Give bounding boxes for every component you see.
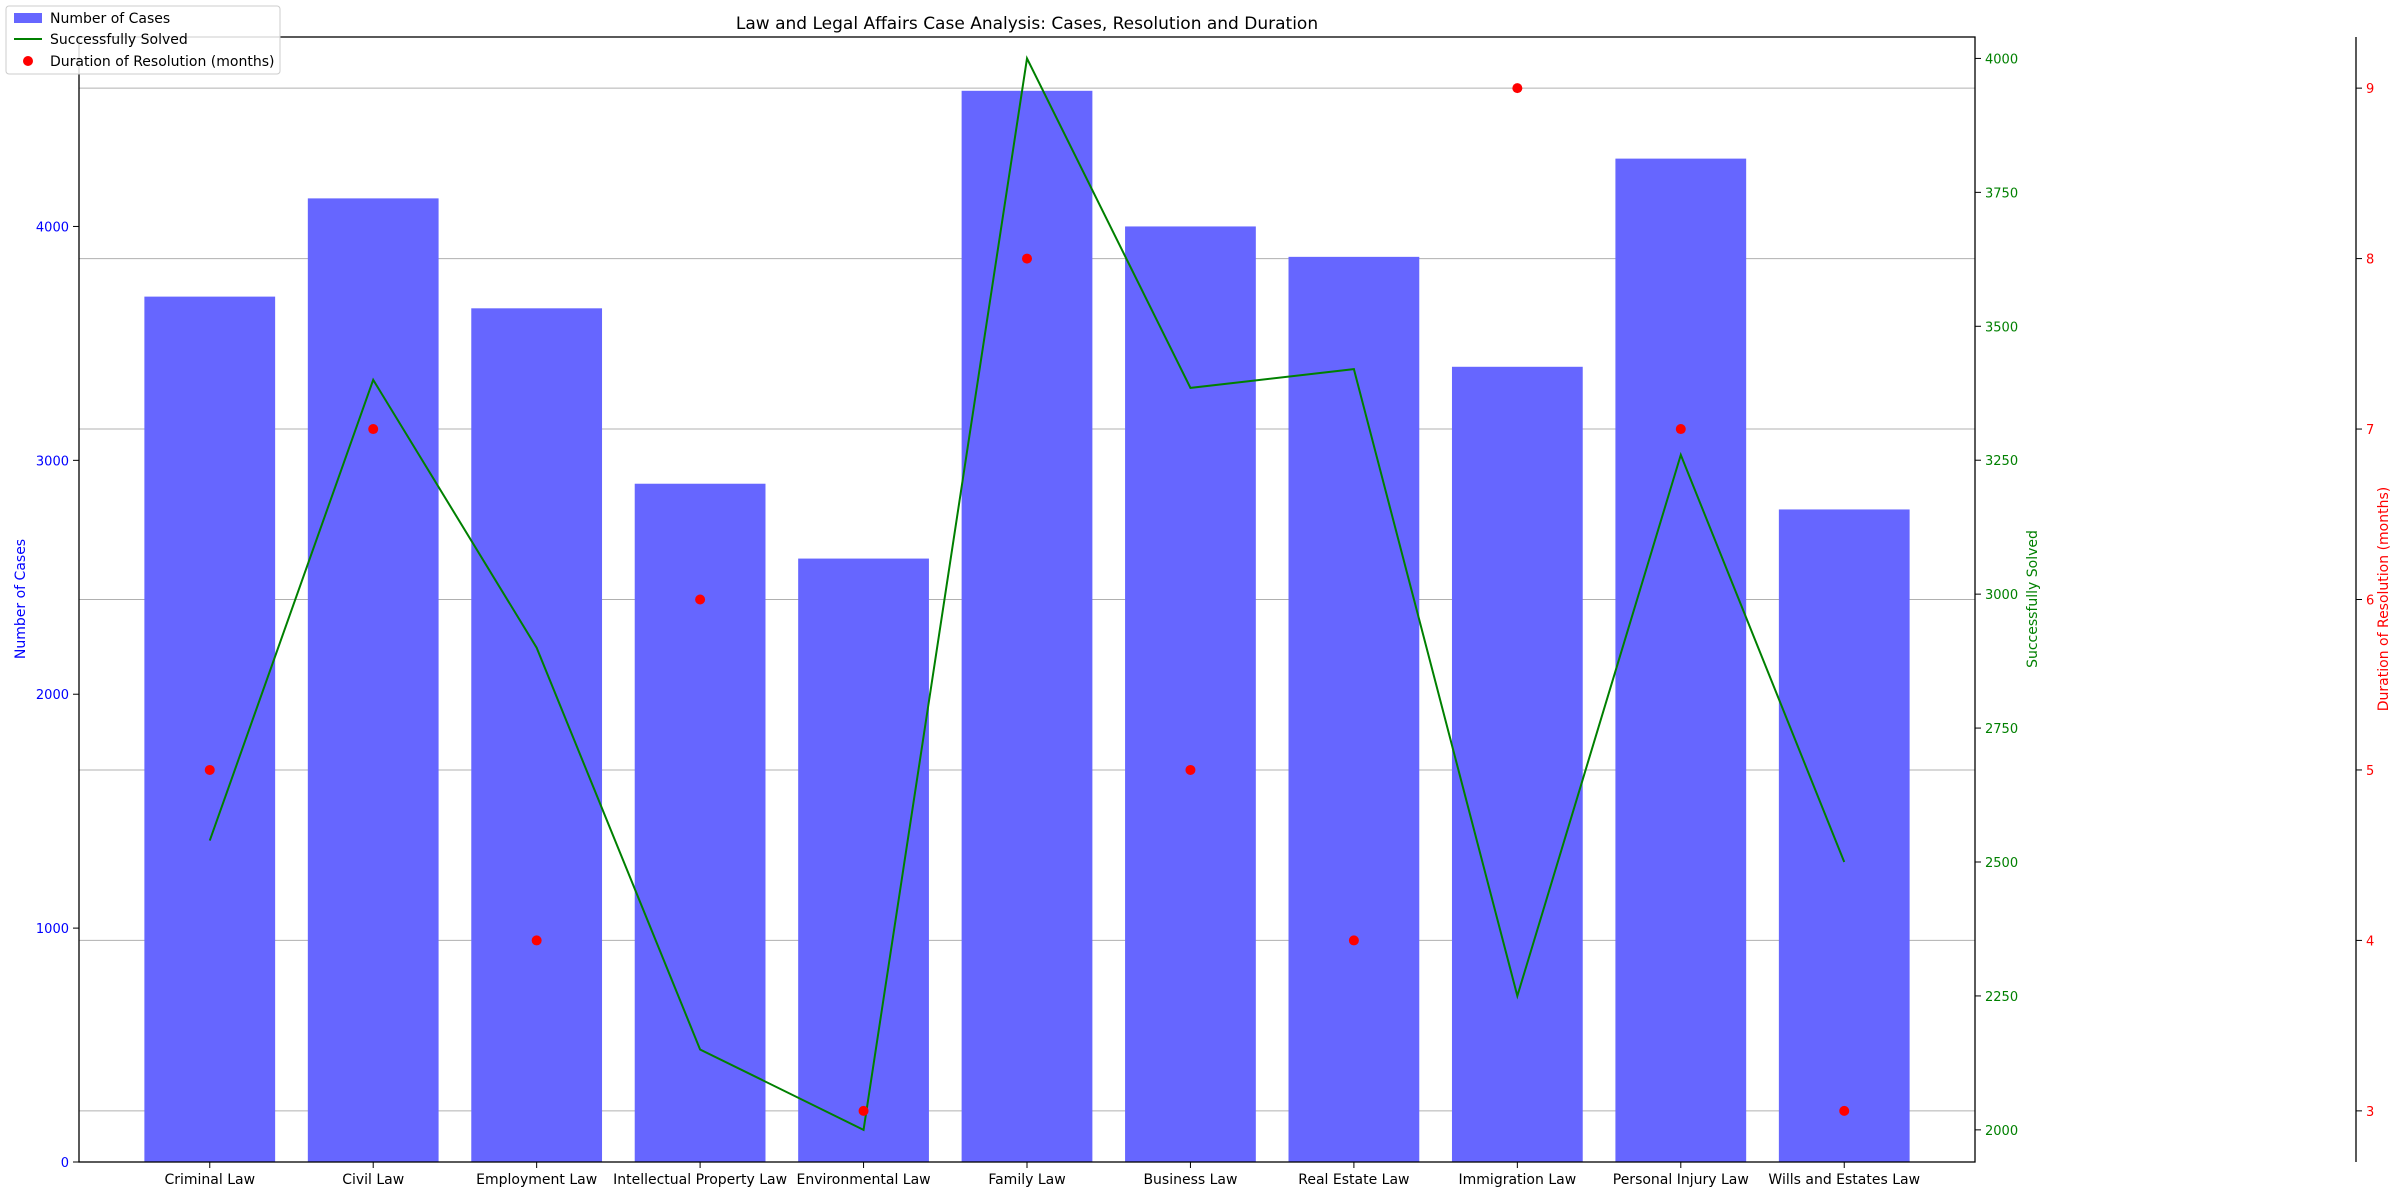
- category-label: Environmental Law: [796, 1172, 930, 1188]
- left-axis: 0 1000 2000 3000 4000: [36, 220, 79, 1171]
- scatter-point: [204, 764, 215, 775]
- legend-bar-swatch: [14, 13, 42, 23]
- legend: Number of Cases Successfully Solved Dura…: [5, 5, 281, 75]
- bar: [1615, 158, 1747, 1162]
- bar: [634, 483, 766, 1162]
- tick-label: 6: [2366, 594, 2374, 609]
- series-line: [208, 55, 1846, 1132]
- legend-scatter-label: Duration of Resolution (months): [50, 54, 274, 70]
- right-axis-label: Successfully Solved: [2025, 530, 2041, 668]
- tick-label: 4000: [1985, 52, 2018, 67]
- bar: [1778, 509, 1910, 1162]
- scatter-point: [1022, 253, 1032, 264]
- tick-label: 2500: [1985, 856, 2018, 871]
- category-label: Immigration Law: [1459, 1172, 1577, 1188]
- tick-label: 3: [2366, 1105, 2374, 1120]
- bar: [1125, 226, 1256, 1162]
- line-series: [208, 55, 1846, 1132]
- scatter-point: [1675, 424, 1686, 435]
- scatter-point: [531, 935, 542, 946]
- right2-axis-label: Duration of Resolution (months): [2376, 487, 2392, 711]
- tick-label: 8: [2366, 253, 2374, 268]
- tick-label: 9: [2366, 82, 2374, 97]
- scatter-point: [1512, 83, 1523, 94]
- bar: [144, 296, 276, 1163]
- legend-line-label: Successfully Solved: [50, 32, 188, 48]
- tick-label: 2000: [36, 688, 69, 703]
- tick-label: 3250: [1985, 454, 2018, 469]
- scatter-point: [1348, 935, 1359, 946]
- category-label: Business Law: [1143, 1172, 1237, 1188]
- tick-label: 2000: [1985, 1124, 2018, 1139]
- tick-label: 7: [2366, 423, 2374, 438]
- legend-bar-label: Number of Cases: [50, 11, 170, 27]
- category-label: Real Estate Law: [1298, 1172, 1409, 1188]
- bar: [798, 558, 929, 1162]
- tick-label: 2250: [1985, 990, 2018, 1005]
- category-label: Intellectual Property Law: [613, 1172, 787, 1188]
- legend-scatter-swatch: [23, 56, 33, 66]
- scatter-point: [695, 594, 706, 605]
- tick-label: 3500: [1985, 320, 2018, 335]
- bar-series: [144, 90, 1910, 1163]
- scatter-point: [858, 1105, 869, 1116]
- tick-label: 3750: [1985, 186, 2018, 201]
- tick-label: 4000: [36, 220, 69, 235]
- tick-label: 2750: [1985, 722, 2018, 737]
- left-axis-label: Number of Cases: [13, 539, 29, 659]
- bar: [307, 198, 439, 1162]
- x-axis: Criminal Law Civil Law Employment Law Intel…: [164, 1162, 1920, 1188]
- chart-title: Law and Legal Affairs Case Analysis: Cas…: [736, 14, 1318, 34]
- category-label: Criminal Law: [164, 1172, 255, 1188]
- bar: [1288, 256, 1420, 1162]
- category-label: Personal Injury Law: [1613, 1172, 1749, 1188]
- category-label: Employment Law: [476, 1172, 597, 1188]
- category-label: Family Law: [988, 1172, 1065, 1188]
- category-label: Civil Law: [342, 1172, 404, 1188]
- tick-label: 3000: [36, 454, 69, 469]
- scatter-series: [204, 83, 1850, 1116]
- tick-label: 0: [61, 1156, 69, 1171]
- tick-label: 1000: [36, 922, 69, 937]
- tick-label: 5: [2366, 764, 2374, 779]
- right2-axis: 3 4 5 6 7 8 9: [2356, 82, 2374, 1120]
- scatter-point: [368, 424, 379, 435]
- bar: [471, 308, 603, 1162]
- bar: [961, 90, 1093, 1162]
- scatter-point: [1185, 764, 1196, 775]
- tick-label: 3000: [1985, 588, 2018, 603]
- category-label: Wills and Estates Law: [1768, 1172, 1920, 1188]
- scatter-point: [1839, 1105, 1850, 1116]
- right-axis: 2000 2250 2500 2750 3000 3250 3500 3750 4000: [1975, 52, 2018, 1139]
- bar: [1451, 366, 1583, 1162]
- tick-label: 4: [2366, 934, 2374, 949]
